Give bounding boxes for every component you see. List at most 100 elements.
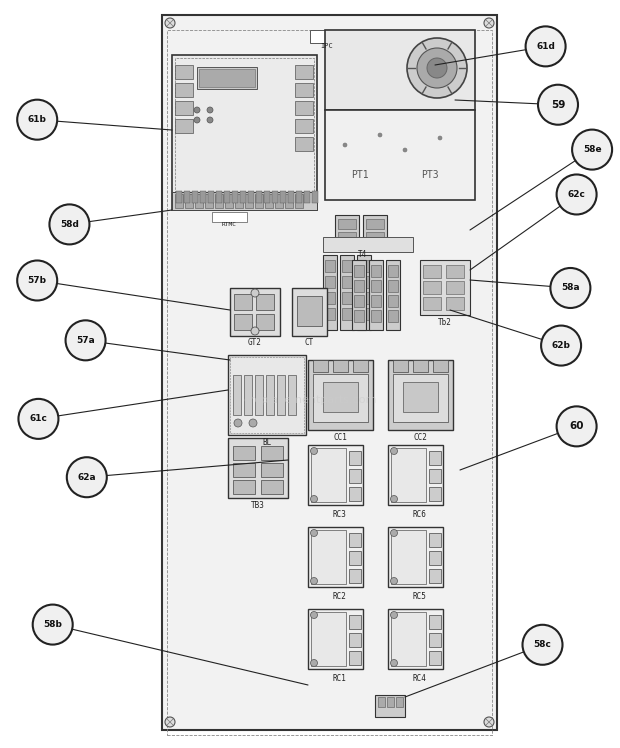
Bar bbox=[349, 615, 361, 629]
Text: RC1: RC1 bbox=[332, 674, 347, 683]
Bar bbox=[304, 191, 310, 203]
Bar bbox=[261, 446, 283, 460]
Circle shape bbox=[19, 399, 58, 439]
Bar bbox=[388, 609, 443, 669]
Bar bbox=[184, 191, 190, 203]
Text: CC2: CC2 bbox=[413, 433, 427, 442]
Circle shape bbox=[391, 577, 397, 584]
Bar bbox=[199, 69, 255, 87]
Circle shape bbox=[417, 48, 457, 88]
Bar bbox=[354, 310, 364, 322]
Bar bbox=[234, 314, 252, 330]
Bar bbox=[200, 191, 206, 203]
Bar bbox=[280, 191, 286, 203]
Bar bbox=[232, 191, 238, 203]
Bar bbox=[261, 480, 283, 494]
Bar bbox=[371, 280, 381, 292]
Bar bbox=[349, 651, 361, 665]
Text: PT1: PT1 bbox=[351, 170, 369, 180]
Text: RC6: RC6 bbox=[412, 510, 427, 519]
Circle shape bbox=[391, 495, 397, 503]
Bar bbox=[388, 445, 443, 505]
Bar bbox=[311, 448, 346, 502]
Circle shape bbox=[17, 260, 57, 301]
Bar bbox=[172, 55, 317, 210]
Bar bbox=[335, 215, 359, 247]
Bar bbox=[325, 30, 475, 110]
Bar bbox=[354, 280, 364, 292]
Bar bbox=[375, 695, 405, 717]
Bar bbox=[387, 697, 394, 707]
Bar bbox=[248, 191, 254, 203]
Bar bbox=[311, 530, 346, 584]
Circle shape bbox=[311, 612, 317, 619]
Text: GT2: GT2 bbox=[248, 338, 262, 347]
Text: ereplacementparts.com: ereplacementparts.com bbox=[243, 395, 377, 405]
Bar bbox=[228, 438, 288, 498]
Bar bbox=[265, 194, 273, 208]
Circle shape bbox=[17, 99, 57, 140]
Bar bbox=[429, 487, 441, 501]
Circle shape bbox=[251, 289, 259, 297]
Bar bbox=[423, 297, 441, 310]
Bar bbox=[295, 119, 313, 133]
Bar bbox=[230, 357, 304, 433]
Bar bbox=[175, 101, 193, 115]
Bar bbox=[366, 232, 384, 242]
Text: 62b: 62b bbox=[552, 341, 570, 350]
Bar bbox=[446, 281, 464, 294]
Text: RC4: RC4 bbox=[412, 674, 427, 683]
Bar bbox=[323, 382, 358, 412]
Bar bbox=[295, 65, 313, 79]
Bar bbox=[433, 360, 448, 372]
Bar bbox=[391, 448, 426, 502]
Text: 60: 60 bbox=[569, 421, 584, 432]
Circle shape bbox=[343, 143, 347, 147]
Bar bbox=[244, 375, 252, 415]
Bar bbox=[429, 551, 441, 565]
Bar bbox=[338, 232, 356, 242]
Circle shape bbox=[311, 660, 317, 666]
Bar bbox=[233, 375, 241, 415]
Bar bbox=[240, 191, 246, 203]
Circle shape bbox=[391, 530, 397, 536]
Bar bbox=[295, 137, 313, 151]
Bar bbox=[366, 219, 384, 229]
Bar bbox=[175, 119, 193, 133]
Bar bbox=[420, 260, 470, 315]
Bar bbox=[371, 295, 381, 307]
Bar bbox=[325, 276, 335, 288]
Circle shape bbox=[311, 577, 317, 584]
Text: T4: T4 bbox=[358, 250, 368, 259]
Bar bbox=[342, 308, 352, 320]
Bar bbox=[175, 58, 314, 207]
Bar bbox=[295, 83, 313, 97]
Text: 58e: 58e bbox=[583, 145, 601, 154]
Bar bbox=[312, 191, 318, 203]
Circle shape bbox=[165, 18, 175, 28]
Circle shape bbox=[207, 107, 213, 113]
Circle shape bbox=[407, 38, 467, 98]
Circle shape bbox=[50, 204, 89, 245]
Circle shape bbox=[391, 447, 397, 455]
Bar bbox=[423, 265, 441, 278]
Text: RTMC: RTMC bbox=[221, 222, 236, 227]
Bar bbox=[338, 219, 356, 229]
Text: 62a: 62a bbox=[78, 473, 96, 482]
Bar bbox=[429, 569, 441, 583]
Text: 58a: 58a bbox=[561, 283, 580, 292]
Bar bbox=[349, 551, 361, 565]
Bar bbox=[255, 194, 263, 208]
Bar bbox=[277, 375, 285, 415]
Bar bbox=[296, 191, 302, 203]
Bar bbox=[388, 310, 398, 322]
Bar bbox=[310, 30, 345, 43]
Circle shape bbox=[427, 58, 447, 78]
Bar bbox=[212, 212, 247, 222]
Bar bbox=[369, 260, 383, 330]
Bar bbox=[354, 295, 364, 307]
Bar bbox=[388, 527, 443, 587]
Bar bbox=[388, 295, 398, 307]
Bar bbox=[256, 191, 262, 203]
Bar bbox=[256, 314, 274, 330]
